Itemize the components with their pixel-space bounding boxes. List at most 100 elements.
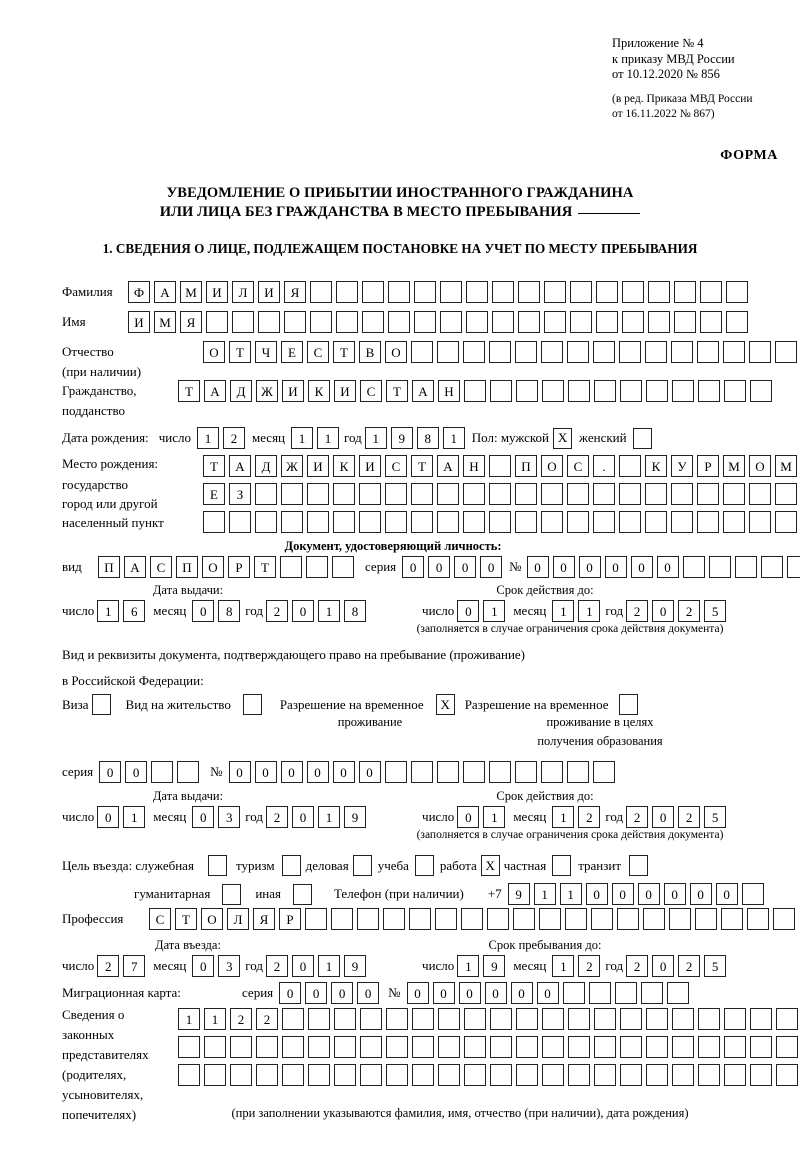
patronymic-cells-12[interactable] <box>489 341 511 363</box>
firstname-cells-17[interactable] <box>544 311 566 333</box>
legal-rep-cells-1-21[interactable] <box>698 1008 720 1030</box>
legal-rep-cells-3-3[interactable] <box>230 1064 252 1086</box>
profession-cells-8[interactable] <box>331 908 353 930</box>
citizenship-cells-5[interactable]: И <box>282 380 304 402</box>
stay-number-cells-10[interactable] <box>462 761 485 783</box>
patronymic-cells-18[interactable] <box>645 341 667 363</box>
surname-cells-17[interactable] <box>544 281 566 303</box>
doc-kind-cells-8[interactable] <box>280 556 302 578</box>
legal-rep-cells-2-6[interactable] <box>308 1036 330 1058</box>
patronymic-cells-19[interactable] <box>671 341 693 363</box>
surname-cells-4[interactable]: И <box>206 281 228 303</box>
profession-cells-7[interactable] <box>305 908 327 930</box>
surname-cells-16[interactable] <box>518 281 540 303</box>
mig-number-cells-7[interactable] <box>562 982 585 1004</box>
profession-cells-19[interactable] <box>617 908 639 930</box>
phone-cells-10[interactable] <box>741 883 764 905</box>
surname-cells-14[interactable] <box>466 281 488 303</box>
stay-number-cells-15[interactable] <box>592 761 615 783</box>
birth-place-cells-2-7[interactable] <box>359 483 381 505</box>
patronymic-cells-16[interactable] <box>593 341 615 363</box>
doc-kind-cells-4[interactable]: П <box>176 556 198 578</box>
birth-place-cells-1-15[interactable]: С <box>567 455 589 477</box>
doc-valid-year-cells-4[interactable]: 5 <box>704 600 727 622</box>
stay-until-year-cells-3[interactable]: 2 <box>678 955 701 977</box>
firstname-cells-2[interactable]: М <box>154 311 176 333</box>
birth-place-cells-1-7[interactable]: И <box>359 455 381 477</box>
doc-series-cells-3[interactable]: 0 <box>454 556 477 578</box>
birth-place-cells-2-13[interactable] <box>515 483 537 505</box>
legal-rep-cells-1-2[interactable]: 1 <box>204 1008 226 1030</box>
entry-day-cells-2[interactable]: 7 <box>123 955 146 977</box>
birth-place-cells-2-11[interactable] <box>463 483 485 505</box>
birth-place-cells-2-9[interactable] <box>411 483 433 505</box>
purpose-humanitarian-checkbox[interactable] <box>222 883 242 905</box>
stay-number-cells-8[interactable] <box>410 761 433 783</box>
stay-number-cells-13[interactable] <box>540 761 563 783</box>
birth-place-cells-3-2[interactable] <box>229 511 251 533</box>
doc-valid-year-cells-1[interactable]: 2 <box>626 600 649 622</box>
mig-number-cells-5[interactable]: 0 <box>510 982 533 1004</box>
birth-place-cells-1-17[interactable] <box>619 455 641 477</box>
doc-number-cells-1[interactable]: 0 <box>526 556 549 578</box>
legal-rep-cells-2-11[interactable] <box>438 1036 460 1058</box>
birth-place-cells-1-19[interactable]: У <box>671 455 693 477</box>
doc-number-cells-3[interactable]: 0 <box>578 556 601 578</box>
birth-place-cells-1-22[interactable]: О <box>749 455 771 477</box>
patronymic-cells-4[interactable]: Е <box>281 341 303 363</box>
citizenship-cells-12[interactable] <box>464 380 486 402</box>
doc-number-cells-10[interactable] <box>760 556 783 578</box>
legal-rep-cells-3-22[interactable] <box>724 1064 746 1086</box>
legal-rep-cells-1-4[interactable]: 2 <box>256 1008 278 1030</box>
birth-place-cells-1-2[interactable]: А <box>229 455 251 477</box>
doc-kind-cells-6[interactable]: Р <box>228 556 250 578</box>
birth-place-cells-3-17[interactable] <box>619 511 641 533</box>
patronymic-cells-15[interactable] <box>567 341 589 363</box>
legal-rep-cells-3-16[interactable] <box>568 1064 590 1086</box>
mig-number-cells-3[interactable]: 0 <box>458 982 481 1004</box>
profession-cells-18[interactable] <box>591 908 613 930</box>
legal-rep-cells-2-17[interactable] <box>594 1036 616 1058</box>
stay-issue-year-cells-3[interactable]: 1 <box>318 806 341 828</box>
birth-year-cells-2[interactable]: 9 <box>390 427 413 449</box>
birth-place-cells-3-23[interactable] <box>775 511 797 533</box>
citizenship-cells-17[interactable] <box>594 380 616 402</box>
birth-place-cells-3-5[interactable] <box>307 511 329 533</box>
legal-rep-cells-1-1[interactable]: 1 <box>178 1008 200 1030</box>
mig-series-cells-3[interactable]: 0 <box>331 982 354 1004</box>
birth-place-cells-1-18[interactable]: К <box>645 455 667 477</box>
stay-until-day-cells-2[interactable]: 9 <box>483 955 506 977</box>
mig-series-cells-1[interactable]: 0 <box>279 982 302 1004</box>
legal-rep-cells-1-7[interactable] <box>334 1008 356 1030</box>
birth-place-cells-2-16[interactable] <box>593 483 615 505</box>
patronymic-cells-6[interactable]: Т <box>333 341 355 363</box>
purpose-other-checkbox[interactable] <box>292 883 312 905</box>
legal-rep-cells-2-23[interactable] <box>750 1036 772 1058</box>
firstname-cells-14[interactable] <box>466 311 488 333</box>
legal-rep-cells-3-24[interactable] <box>776 1064 798 1086</box>
phone-cells-1[interactable]: 9 <box>507 883 530 905</box>
citizenship-cells-10[interactable]: А <box>412 380 434 402</box>
firstname-cells-16[interactable] <box>518 311 540 333</box>
doc-valid-month-cells-1[interactable]: 1 <box>552 600 575 622</box>
temp-residence-checkbox[interactable]: X <box>435 694 455 715</box>
surname-cells-22[interactable] <box>674 281 696 303</box>
surname-cells-10[interactable] <box>362 281 384 303</box>
stay-number-cells-4[interactable]: 0 <box>306 761 329 783</box>
stay-until-day-cells-1[interactable]: 1 <box>457 955 480 977</box>
patronymic-cells-3[interactable]: Ч <box>255 341 277 363</box>
surname-cells-1[interactable]: Ф <box>128 281 150 303</box>
stay-number-cells-11[interactable] <box>488 761 511 783</box>
